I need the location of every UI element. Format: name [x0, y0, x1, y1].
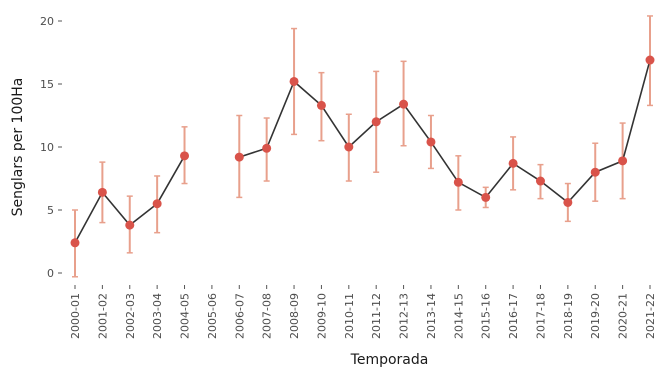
y-tick-label: 5 — [47, 204, 54, 217]
data-point — [125, 220, 135, 230]
x-tick-label: 2011-12 — [370, 293, 383, 339]
series-lines — [74, 59, 651, 244]
x-axis-title: Temporada — [350, 352, 429, 368]
x-tick-label: 2021-22 — [644, 293, 657, 339]
data-point — [70, 238, 80, 248]
y-tick-label: 0 — [47, 267, 54, 280]
x-tick-label: 2001-02 — [96, 293, 109, 339]
data-point — [535, 176, 545, 186]
x-tick-label: 2015-16 — [480, 293, 493, 339]
y-axis-title: Senglars per 100Ha — [10, 78, 26, 217]
data-point — [262, 143, 272, 153]
x-tick-label: 2002-03 — [124, 293, 137, 339]
series-line — [239, 59, 651, 204]
data-point — [508, 158, 518, 168]
data-point — [426, 137, 436, 147]
data-points — [70, 55, 655, 248]
x-tick-label: 2019-20 — [589, 293, 602, 339]
x-tick-label: 2016-17 — [507, 293, 520, 339]
data-point — [590, 167, 600, 177]
y-tick-label: 15 — [40, 78, 54, 91]
x-tick-label: 2003-04 — [151, 293, 164, 339]
data-point — [289, 76, 299, 86]
data-point — [481, 192, 491, 202]
data-point — [152, 199, 162, 209]
data-point — [234, 152, 244, 162]
data-point — [316, 100, 326, 110]
x-tick-label: 2013-14 — [425, 293, 438, 339]
x-tick-label: 2018-19 — [562, 293, 575, 339]
data-point — [618, 156, 628, 166]
error-bars — [72, 15, 653, 278]
x-tick-label: 2008-09 — [288, 293, 301, 339]
data-point — [371, 117, 381, 127]
data-point — [180, 151, 190, 161]
x-tick-label: 2020-21 — [617, 293, 630, 339]
data-point — [645, 55, 655, 65]
data-point — [399, 99, 409, 109]
data-point — [563, 197, 573, 207]
y-tick-label: 20 — [40, 15, 54, 28]
x-tick-label: 2014-15 — [452, 293, 465, 339]
x-tick-label: 2017-18 — [534, 293, 547, 339]
x-tick-label: 2007-08 — [261, 293, 274, 339]
chart-axes: 0 5 10 15 20 2000-01 2001-02 2002-03 2003-04 2004… — [40, 15, 657, 339]
data-point — [344, 142, 354, 152]
x-tick-label: 2012-13 — [398, 293, 411, 339]
x-tick-label: 2000-01 — [69, 293, 82, 339]
data-point — [453, 177, 463, 187]
x-tick-label: 2004-05 — [179, 293, 192, 339]
x-tick-label: 2009-10 — [315, 293, 328, 339]
x-tick-label: 2010-11 — [343, 293, 356, 339]
x-tick-label: 2006-07 — [233, 293, 246, 339]
y-tick-label: 10 — [40, 141, 54, 154]
data-point — [97, 187, 107, 197]
x-tick-label: 2005-06 — [206, 293, 219, 339]
